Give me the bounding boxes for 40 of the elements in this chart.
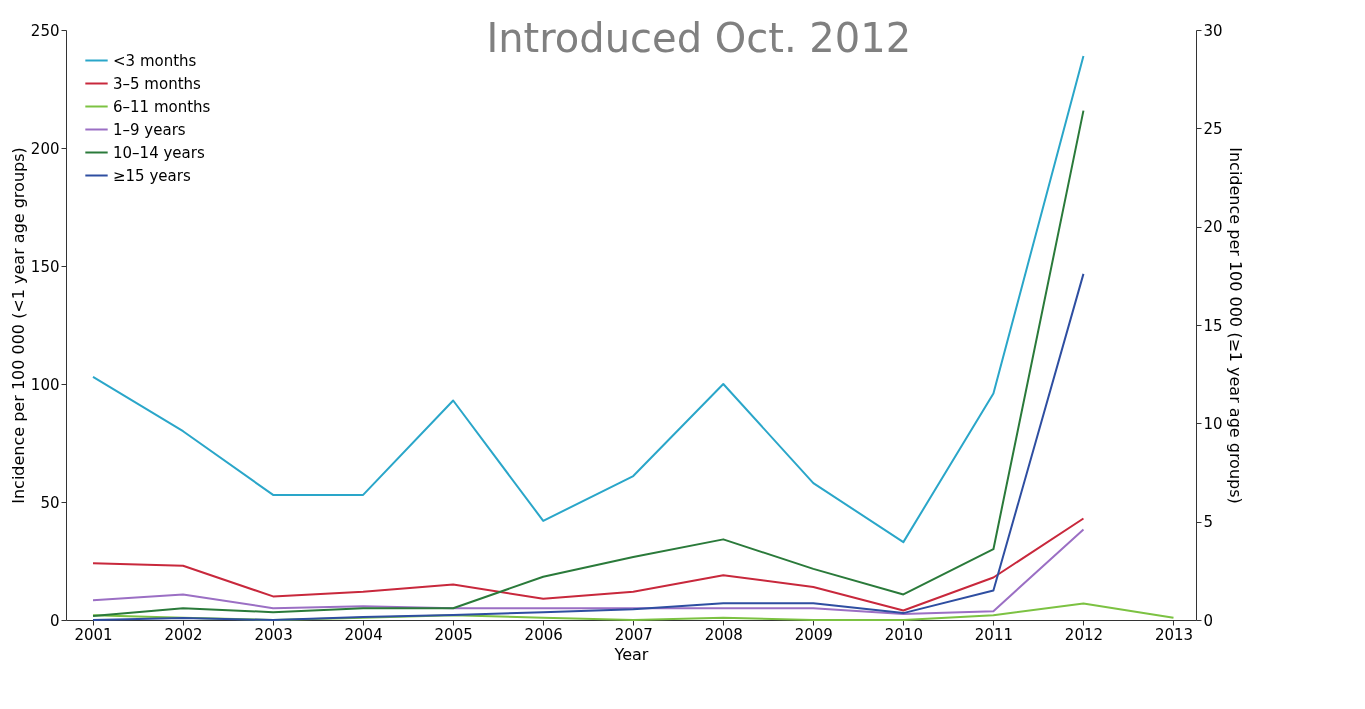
x-tick-label: 2004 xyxy=(344,625,383,644)
x-tick-label: 2007 xyxy=(614,625,653,644)
x-tick-label: 2012 xyxy=(1064,625,1104,644)
x-tick-label: 2010 xyxy=(884,625,923,644)
y2-tick-label: 30 xyxy=(1203,21,1223,40)
y-axis-title: Incidence per 100 000 (<1 year age groups) xyxy=(8,147,28,504)
x-tick-label: 2013 xyxy=(1154,625,1194,644)
y2-axis-title: Incidence per 100 000 (≥1 year age groups) xyxy=(1225,147,1245,504)
legend-label: <3 months xyxy=(113,51,197,70)
legend-label: 3–5 months xyxy=(113,74,202,93)
x-tick-label: 2008 xyxy=(704,625,743,644)
y2-tick-label: 5 xyxy=(1203,513,1214,532)
line-series xyxy=(92,517,1085,612)
x-tick-label: 2003 xyxy=(254,625,293,644)
line-series xyxy=(92,528,1085,616)
y2-tick-label: 20 xyxy=(1203,218,1223,237)
y-tick-label: 100 xyxy=(30,375,60,394)
legend-label: 6–11 months xyxy=(113,97,211,116)
legend-label: 1–9 years xyxy=(113,120,186,139)
y-tick-label: 50 xyxy=(40,493,60,512)
legend-label: ≥15 years xyxy=(113,166,191,185)
x-tick-label: 2011 xyxy=(974,625,1013,644)
x-tick-label: 2009 xyxy=(794,625,833,644)
x-axis-title: Year xyxy=(613,644,649,664)
y2-tick-label: 0 xyxy=(1203,611,1214,630)
y2-tick-label: 15 xyxy=(1203,316,1223,335)
y2-tick-label: 10 xyxy=(1203,414,1223,433)
y-tick-label: 150 xyxy=(30,257,60,276)
legend-label: 10–14 years xyxy=(113,143,205,162)
line-series xyxy=(92,54,1085,544)
x-tick-label: 2006 xyxy=(524,625,563,644)
y2-tick-label: 25 xyxy=(1203,119,1223,138)
line-series xyxy=(92,272,1085,621)
y-tick-label: 200 xyxy=(30,139,60,158)
x-tick-label: 2001 xyxy=(74,625,113,644)
annotation: Introduced Oct. 2012 xyxy=(486,15,912,61)
y-tick-label: 0 xyxy=(49,611,60,630)
x-tick-label: 2005 xyxy=(434,625,473,644)
y-tick-label: 250 xyxy=(30,21,60,40)
x-tick-label: 2002 xyxy=(164,625,203,644)
